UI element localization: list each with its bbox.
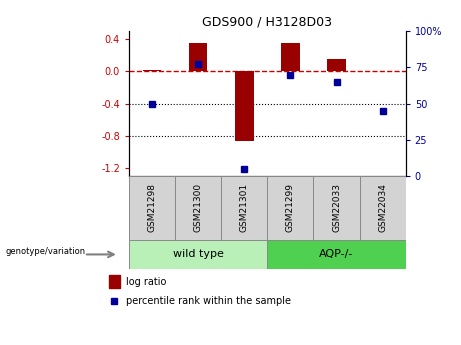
Bar bbox=[109, 275, 119, 288]
Text: GSM22034: GSM22034 bbox=[378, 184, 387, 232]
Text: GSM21301: GSM21301 bbox=[240, 183, 249, 233]
Bar bbox=[129, 176, 175, 240]
Text: GSM21298: GSM21298 bbox=[148, 183, 157, 233]
Bar bbox=[281, 43, 300, 71]
Text: GSM22033: GSM22033 bbox=[332, 183, 341, 233]
Text: percentile rank within the sample: percentile rank within the sample bbox=[125, 296, 290, 306]
Bar bbox=[313, 176, 360, 240]
Text: AQP-/-: AQP-/- bbox=[319, 249, 354, 259]
Text: genotype/variation: genotype/variation bbox=[5, 247, 85, 256]
Bar bbox=[267, 176, 313, 240]
Title: GDS900 / H3128D03: GDS900 / H3128D03 bbox=[202, 16, 332, 29]
Bar bbox=[267, 240, 406, 269]
Text: GSM21299: GSM21299 bbox=[286, 183, 295, 233]
Bar bbox=[327, 59, 346, 71]
Text: GSM21300: GSM21300 bbox=[194, 183, 203, 233]
Bar bbox=[175, 176, 221, 240]
Bar bbox=[143, 70, 161, 71]
Bar bbox=[221, 176, 267, 240]
Bar bbox=[189, 43, 207, 71]
Text: wild type: wild type bbox=[173, 249, 224, 259]
Bar bbox=[129, 240, 267, 269]
Text: log ratio: log ratio bbox=[125, 277, 166, 287]
Bar bbox=[360, 176, 406, 240]
Bar bbox=[235, 71, 254, 141]
